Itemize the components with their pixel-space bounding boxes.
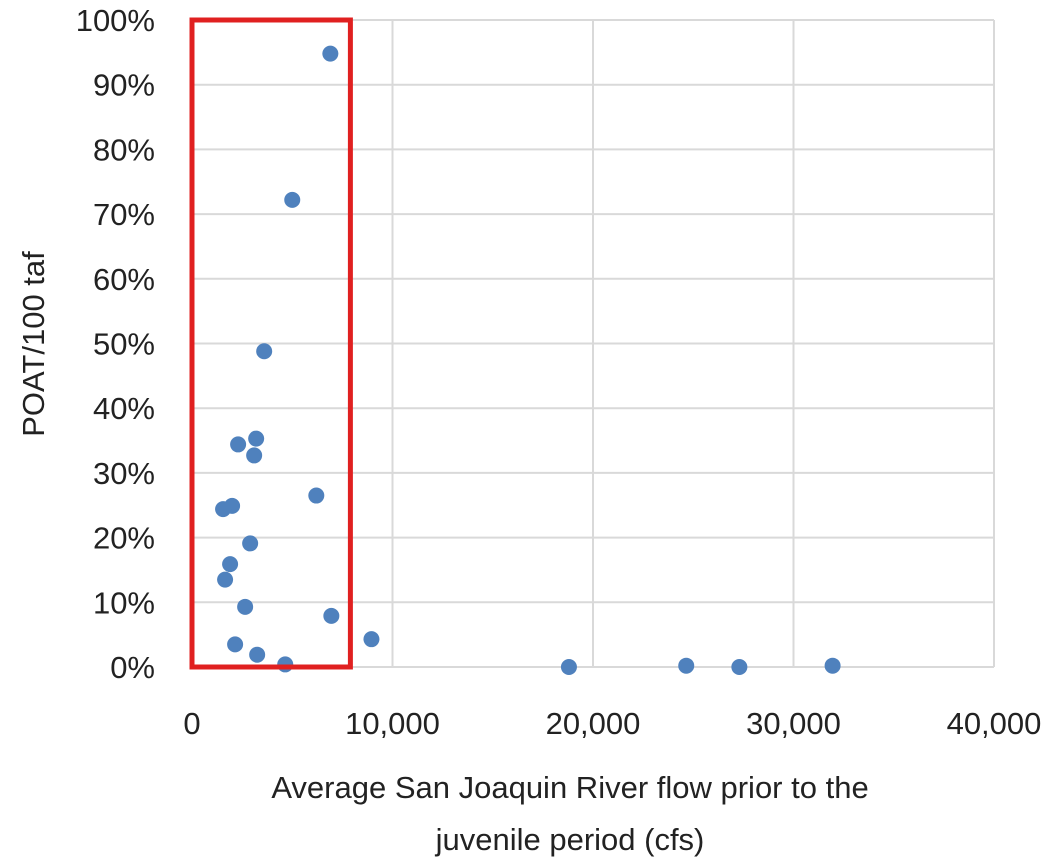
data-point: [363, 631, 380, 648]
data-point: [217, 571, 234, 588]
data-point: [322, 45, 339, 62]
data-point: [249, 646, 266, 663]
x-tick-label: 10,000: [345, 706, 440, 741]
data-points: [215, 45, 841, 675]
y-tick-label: 80%: [93, 132, 155, 167]
y-tick-label: 50%: [93, 327, 155, 362]
data-point: [222, 556, 239, 573]
data-point: [246, 447, 263, 464]
x-axis-title-line-1: Average San Joaquin River flow prior to …: [271, 770, 868, 805]
highlight-box: [189, 17, 353, 670]
y-axis-title: POAT/100 taf: [16, 251, 51, 437]
y-tick-label: 0%: [110, 650, 155, 685]
data-point: [284, 191, 301, 208]
y-tick-label: 30%: [93, 456, 155, 491]
gridlines: [191, 19, 995, 668]
x-axis-title-line-2: juvenile period (cfs): [435, 822, 705, 857]
data-point: [215, 501, 232, 518]
y-tick-label: 90%: [93, 68, 155, 103]
data-point: [824, 657, 841, 674]
x-tick-label: 30,000: [746, 706, 841, 741]
data-point: [678, 657, 695, 674]
y-tick-label: 100%: [76, 3, 155, 38]
x-tick-label: 0: [183, 706, 200, 741]
data-point: [248, 430, 265, 447]
y-tick-label: 70%: [93, 197, 155, 232]
data-point: [227, 636, 244, 653]
y-axis-ticks: 0% 10% 20% 30% 40% 50% 60% 70% 80% 90% 100%: [76, 3, 155, 685]
y-tick-label: 10%: [93, 585, 155, 620]
data-point: [242, 535, 259, 552]
data-point: [323, 607, 340, 624]
y-tick-label: 60%: [93, 262, 155, 297]
y-tick-label: 20%: [93, 521, 155, 556]
data-point: [256, 343, 273, 360]
y-tick-label: 40%: [93, 391, 155, 426]
data-point: [230, 436, 247, 453]
x-tick-label: 40,000: [947, 706, 1042, 741]
data-point: [237, 598, 254, 615]
data-point: [277, 656, 294, 673]
data-point: [308, 487, 325, 504]
data-point: [731, 659, 748, 675]
data-point: [560, 659, 577, 675]
x-axis-ticks: 0 10,000 20,000 30,000 40,000: [183, 706, 1041, 741]
x-tick-label: 20,000: [546, 706, 641, 741]
